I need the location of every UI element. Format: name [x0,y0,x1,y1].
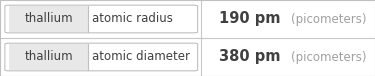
Text: (picometers): (picometers) [291,50,366,64]
Text: 190 pm: 190 pm [219,11,281,27]
Text: 380 pm: 380 pm [219,49,281,65]
Text: atomic radius: atomic radius [92,12,173,26]
Text: (picometers): (picometers) [291,12,366,26]
Bar [9,6,88,32]
Text: thallium: thallium [24,12,73,26]
Text: atomic diameter: atomic diameter [92,50,190,64]
Bar [9,44,88,70]
Text: thallium: thallium [24,50,73,64]
